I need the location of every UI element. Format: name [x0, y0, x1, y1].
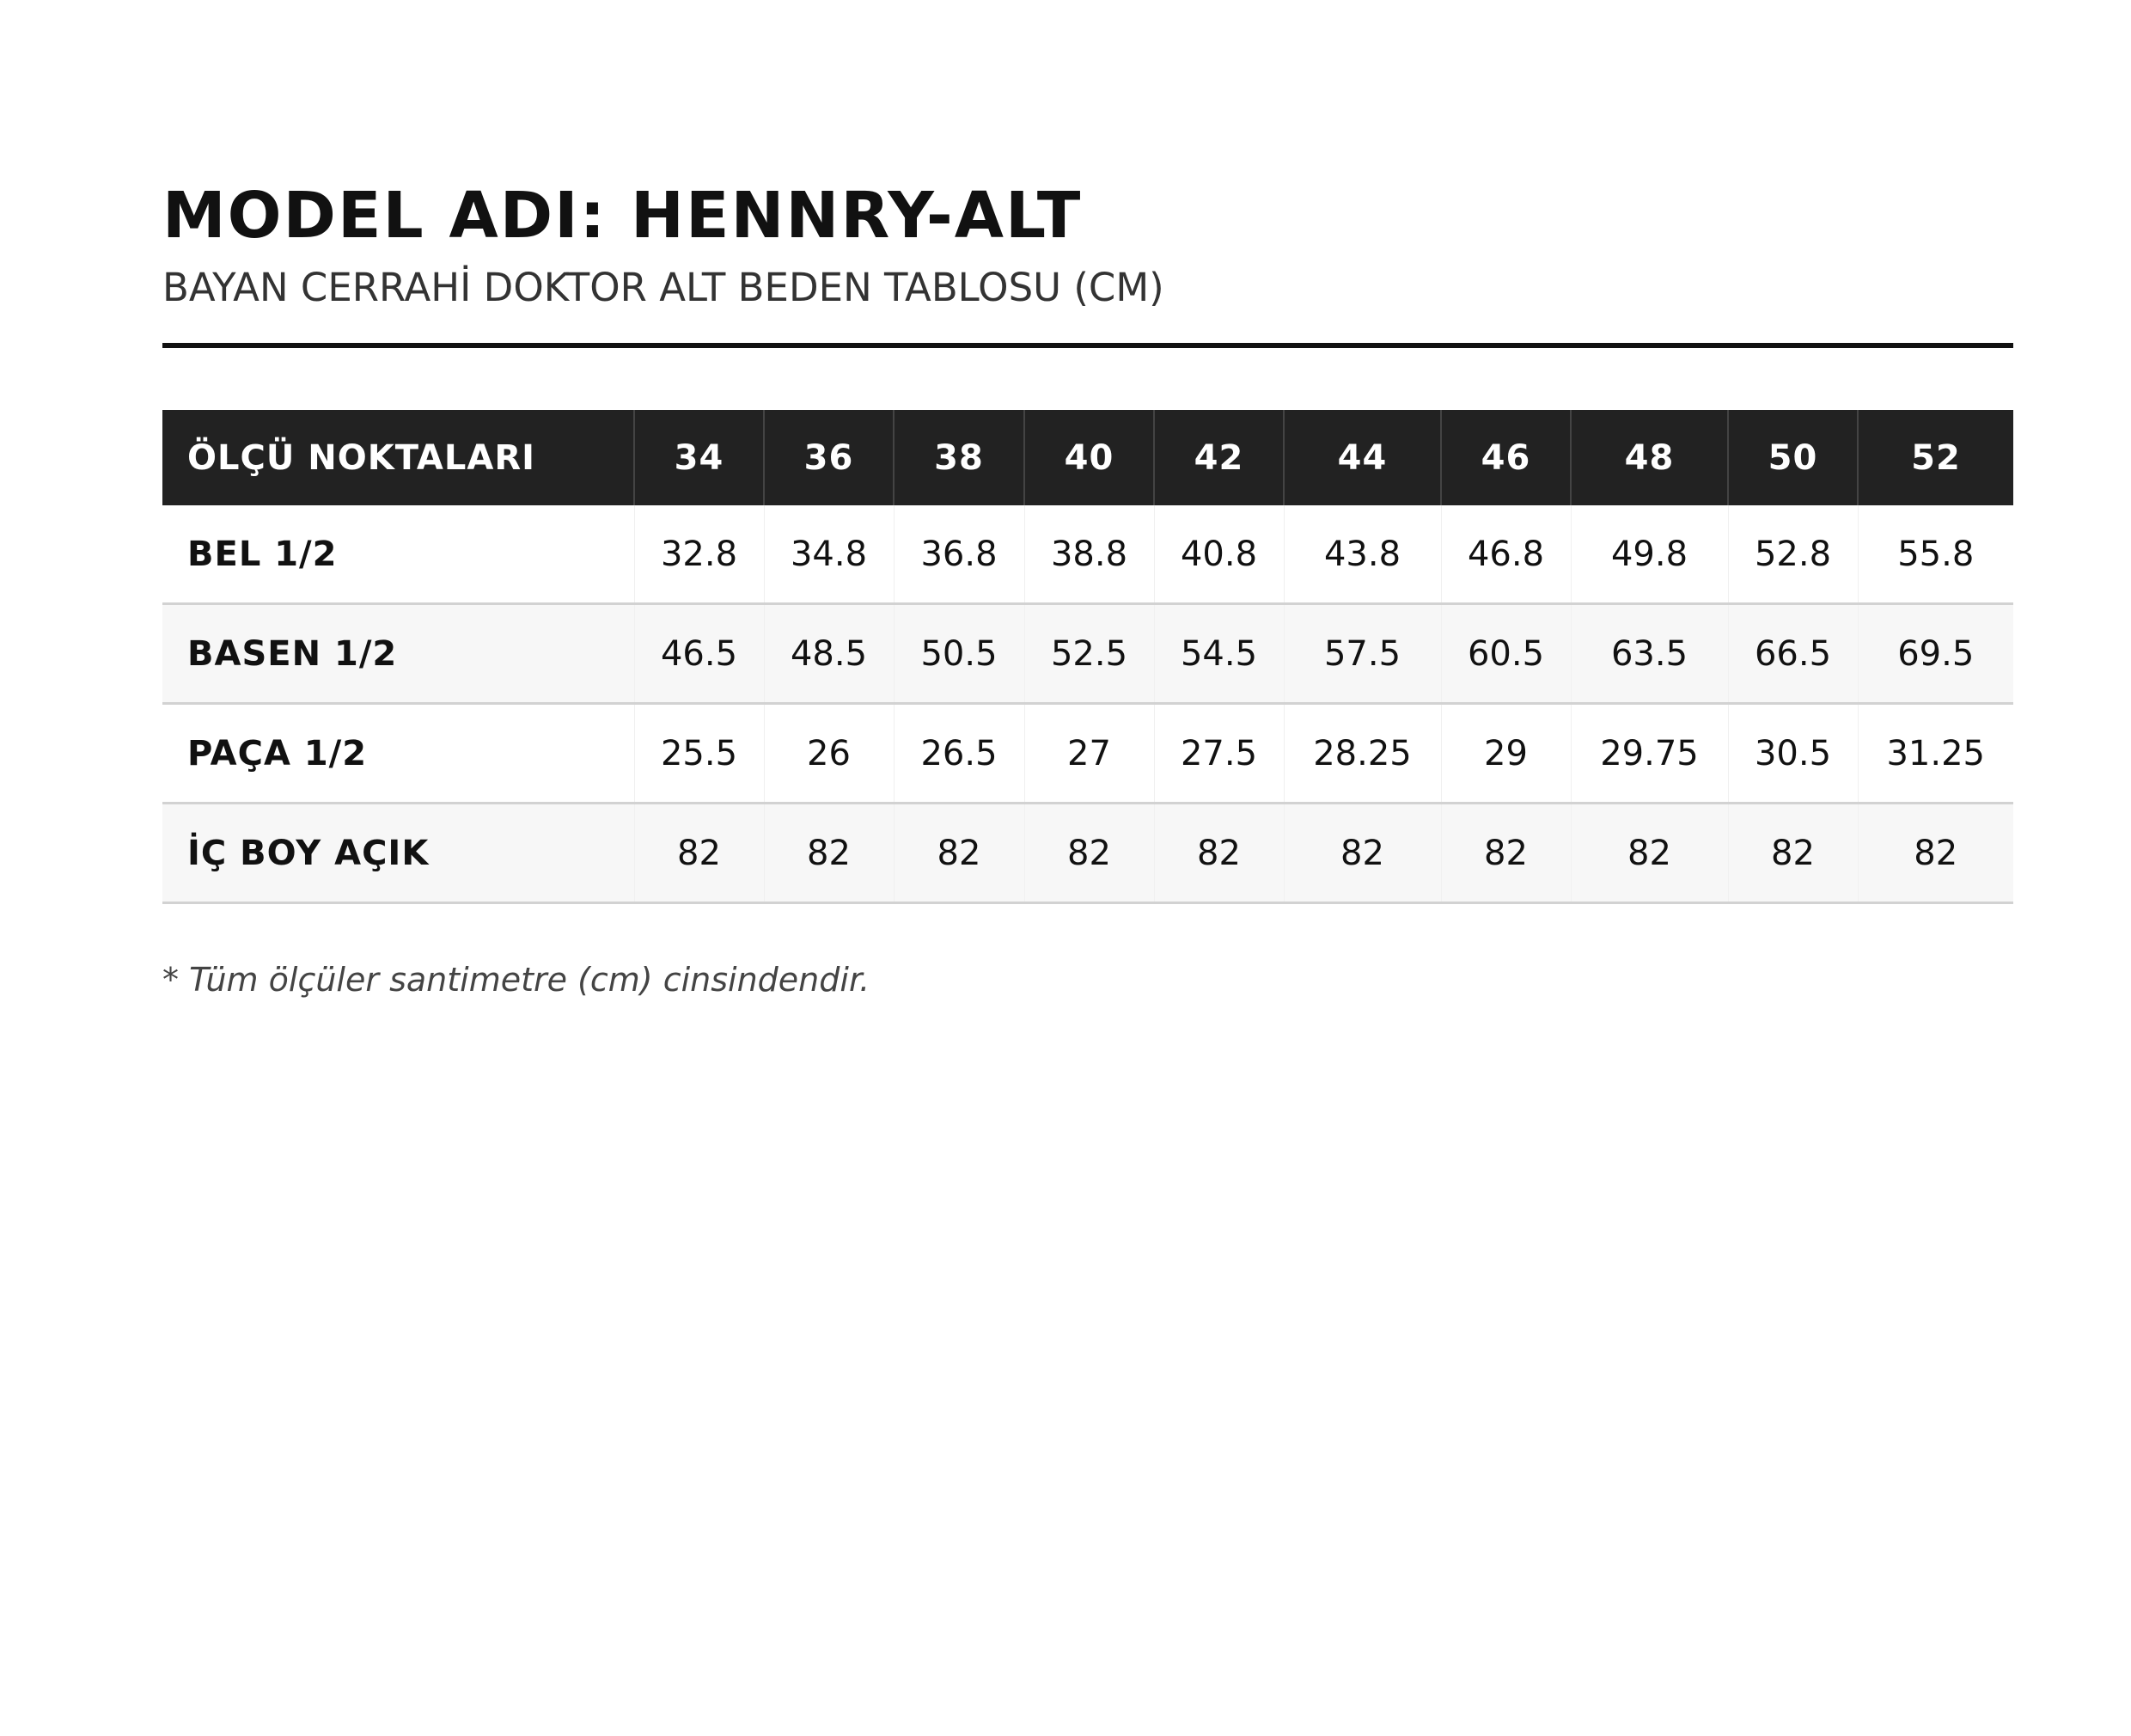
- column-header: 50: [1727, 410, 1858, 505]
- cell: 32.8: [633, 505, 764, 605]
- cell: 82: [763, 803, 894, 904]
- row-label: BASEN 1/2: [162, 603, 634, 705]
- cell: 46.8: [1440, 505, 1571, 605]
- cell: 82: [1857, 803, 2013, 904]
- cell: 55.8: [1857, 505, 2013, 605]
- title: MODEL ADI: HENNRY-ALT: [162, 179, 1083, 253]
- footnote: * Tüm ölçüler santimetre (cm) cinsindend…: [162, 961, 870, 999]
- column-header: 44: [1283, 410, 1441, 505]
- column-header: 52: [1857, 410, 2013, 505]
- header-row: ÖLÇÜ NOKTALARI 34 36 38 40 42 44 46 48 50 52: [162, 410, 2013, 505]
- column-header: 46: [1440, 410, 1571, 505]
- table-row: İÇ BOY AÇIK 82 82 82 82 82 82 82 82 82 82: [162, 803, 2013, 904]
- cell: 66.5: [1727, 603, 1858, 705]
- cell: 52.8: [1727, 505, 1858, 605]
- cell: 60.5: [1440, 603, 1571, 705]
- column-header: 36: [763, 410, 894, 505]
- column-header: ÖLÇÜ NOKTALARI: [162, 410, 634, 505]
- column-header: 48: [1570, 410, 1728, 505]
- cell: 49.8: [1570, 505, 1728, 605]
- cell: 52.5: [1023, 603, 1154, 705]
- cell: 43.8: [1283, 505, 1441, 605]
- column-header: 38: [893, 410, 1024, 505]
- column-header: 42: [1153, 410, 1284, 505]
- table-row: PAÇA 1/2 25.5 26 26.5 27 27.5 28.25 29 29.75 30.5…: [162, 703, 2013, 804]
- cell: 40.8: [1153, 505, 1284, 605]
- cell: 82: [1023, 803, 1154, 904]
- cell: 54.5: [1153, 603, 1284, 705]
- cell: 69.5: [1857, 603, 2013, 705]
- cell: 82: [633, 803, 764, 904]
- cell: 27: [1023, 703, 1154, 804]
- cell: 30.5: [1727, 703, 1858, 804]
- cell: 50.5: [893, 603, 1024, 705]
- cell: 34.8: [763, 505, 894, 605]
- cell: 82: [1727, 803, 1858, 904]
- cell: 48.5: [763, 603, 894, 705]
- table-row: BASEN 1/2 46.5 48.5 50.5 52.5 54.5 57.5 60.5 63.…: [162, 603, 2013, 705]
- cell: 26.5: [893, 703, 1024, 804]
- cell: 29.75: [1570, 703, 1728, 804]
- cell: 27.5: [1153, 703, 1284, 804]
- cell: 31.25: [1857, 703, 2013, 804]
- column-header: 34: [633, 410, 764, 505]
- divider: [162, 343, 2013, 348]
- cell: 36.8: [893, 505, 1024, 605]
- cell: 82: [1570, 803, 1728, 904]
- table-row: BEL 1/2 32.8 34.8 36.8 38.8 40.8 43.8 46.8 49.8 5…: [162, 505, 2013, 605]
- cell: 82: [1153, 803, 1284, 904]
- subtitle: BAYAN CERRAHİ DOKTOR ALT BEDEN TABLOSU (…: [162, 265, 1164, 310]
- size-table: ÖLÇÜ NOKTALARI 34 36 38 40 42 44 46 48 50 52 BEL 1…: [162, 410, 2013, 904]
- cell: 29: [1440, 703, 1571, 804]
- cell: 63.5: [1570, 603, 1728, 705]
- cell: 82: [1283, 803, 1441, 904]
- row-label: BEL 1/2: [162, 505, 634, 605]
- cell: 28.25: [1283, 703, 1441, 804]
- cell: 82: [893, 803, 1024, 904]
- cell: 57.5: [1283, 603, 1441, 705]
- column-header: 40: [1023, 410, 1154, 505]
- cell: 82: [1440, 803, 1571, 904]
- row-label: İÇ BOY AÇIK: [162, 803, 634, 904]
- cell: 38.8: [1023, 505, 1154, 605]
- row-label: PAÇA 1/2: [162, 703, 634, 804]
- cell: 26: [763, 703, 894, 804]
- cell: 25.5: [633, 703, 764, 804]
- cell: 46.5: [633, 603, 764, 705]
